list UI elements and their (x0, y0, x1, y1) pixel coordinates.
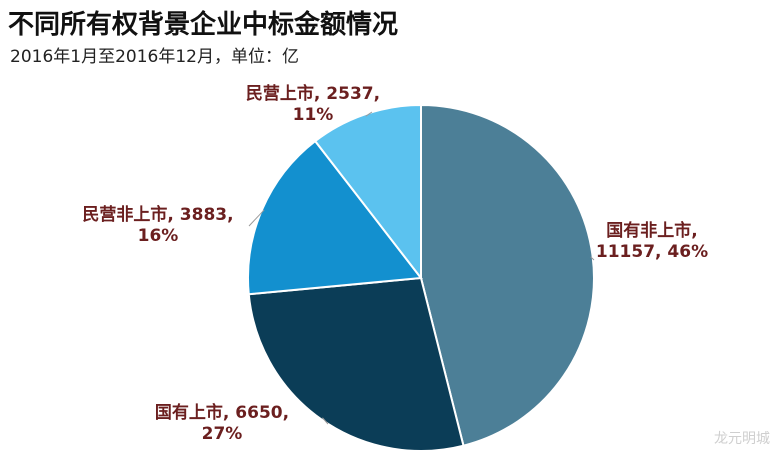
leader-line (590, 256, 595, 261)
slice-label: 国有上市, 6650, 27% (155, 402, 289, 444)
chart-subtitle: 2016年1月至2016年12月，单位：亿 (10, 47, 299, 67)
leader-line (248, 209, 265, 227)
leader-lines (248, 111, 595, 425)
leader-line (365, 111, 373, 117)
pie-slice (313, 103, 422, 281)
leader-line (322, 417, 329, 425)
slice-label: 民营非上市, 3883, 16% (82, 204, 233, 246)
slice-labels: 国有非上市, 11157, 46% 国有上市, 6650, 27% 民营非上市, 388… (82, 83, 708, 444)
pie-slices (247, 103, 595, 452)
chart-title: 不同所有权背景企业中标金额情况 (8, 10, 399, 40)
pie-slice (420, 103, 595, 447)
slice-label: 国有非上市, 11157, 46% (596, 220, 708, 262)
pie-slice (247, 139, 423, 296)
watermark: 龙元明城 (714, 431, 770, 447)
slice-label: 民营上市, 2537, 11% (246, 83, 380, 125)
pie-slice (247, 276, 465, 452)
